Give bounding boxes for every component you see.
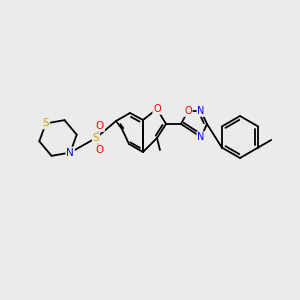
- Text: O: O: [184, 106, 192, 116]
- Text: N: N: [197, 132, 205, 142]
- Text: O: O: [96, 121, 104, 131]
- Text: O: O: [153, 104, 161, 114]
- Text: N: N: [197, 106, 205, 116]
- Text: S: S: [93, 133, 99, 143]
- Text: O: O: [96, 145, 104, 155]
- Text: S: S: [43, 118, 49, 128]
- Text: N: N: [66, 148, 74, 158]
